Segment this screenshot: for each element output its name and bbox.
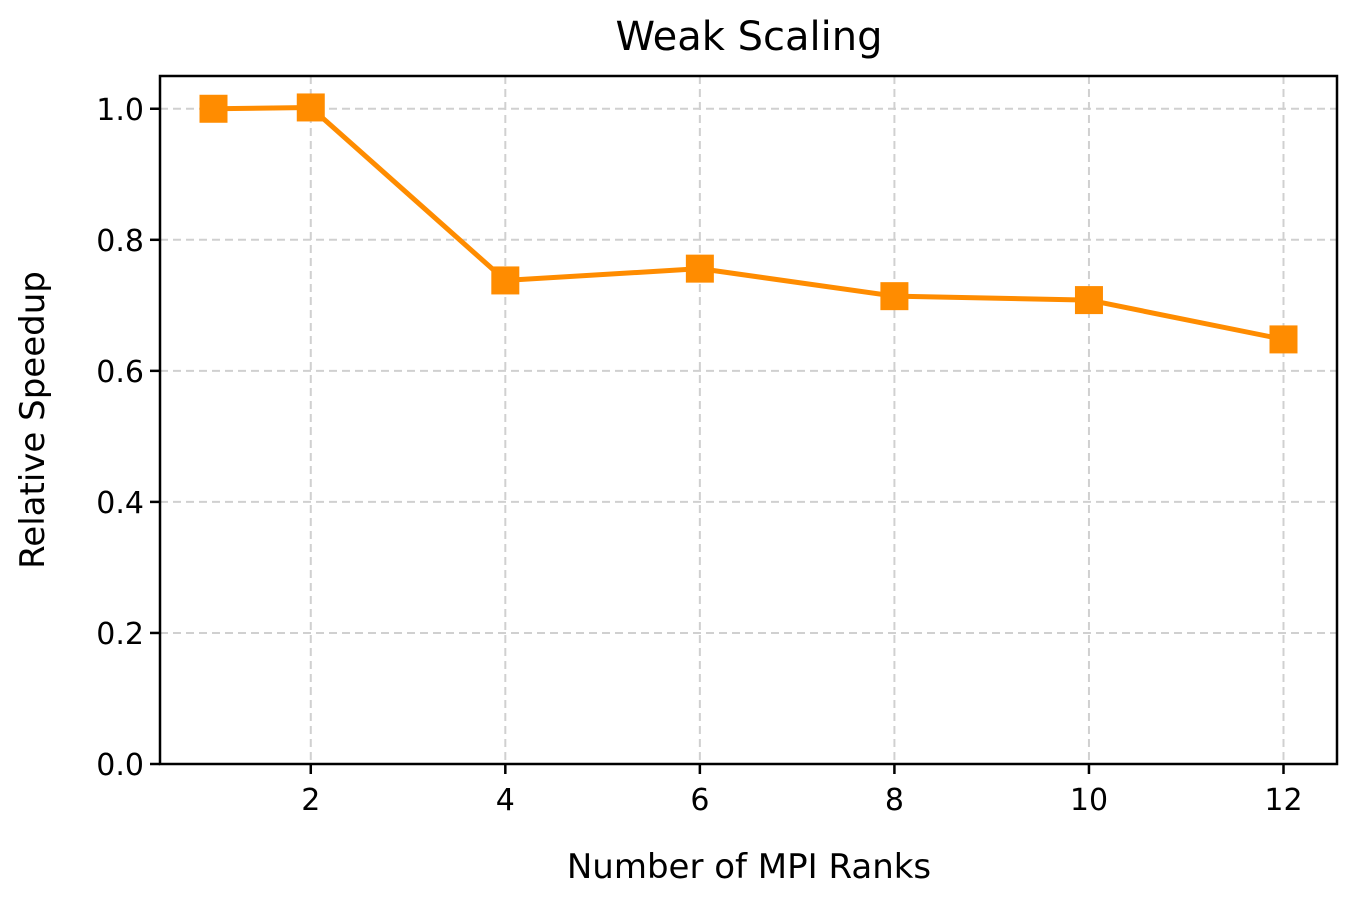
y-tick-label: 0.8 (96, 224, 144, 259)
y-tick-label: 0.0 (96, 748, 144, 783)
y-tick-label: 1.0 (96, 93, 144, 128)
data-series (199, 93, 1298, 354)
axis-ticks: 0.0 0.2 0.4 0.6 0.8 1.0 2 4 6 8 10 12 (96, 93, 1302, 818)
series-line (213, 104, 1284, 342)
data-point-marker (199, 94, 228, 123)
data-point-marker (1074, 286, 1103, 315)
y-axis-title: Relative Speedup (13, 271, 53, 569)
x-tick-label: 6 (690, 783, 709, 818)
y-tick-label: 0.2 (96, 617, 144, 652)
y-tick-label: 0.4 (96, 486, 144, 521)
grid-lines (160, 76, 1337, 765)
x-tick-label: 10 (1070, 783, 1108, 818)
data-point-marker (1269, 325, 1298, 354)
x-tick-label: 12 (1264, 783, 1302, 818)
x-tick-label: 8 (885, 783, 904, 818)
data-point-marker (685, 254, 714, 283)
data-point-marker (491, 266, 520, 295)
x-axis-title: Number of MPI Ranks (567, 847, 931, 887)
data-point-marker (296, 93, 325, 122)
x-tick-label: 4 (496, 783, 515, 818)
data-point-marker (880, 282, 909, 311)
plot-frame (158, 74, 1339, 766)
x-tick-label: 2 (301, 783, 320, 818)
chart-title: Weak Scaling (615, 14, 882, 60)
y-tick-label: 0.6 (96, 355, 144, 390)
